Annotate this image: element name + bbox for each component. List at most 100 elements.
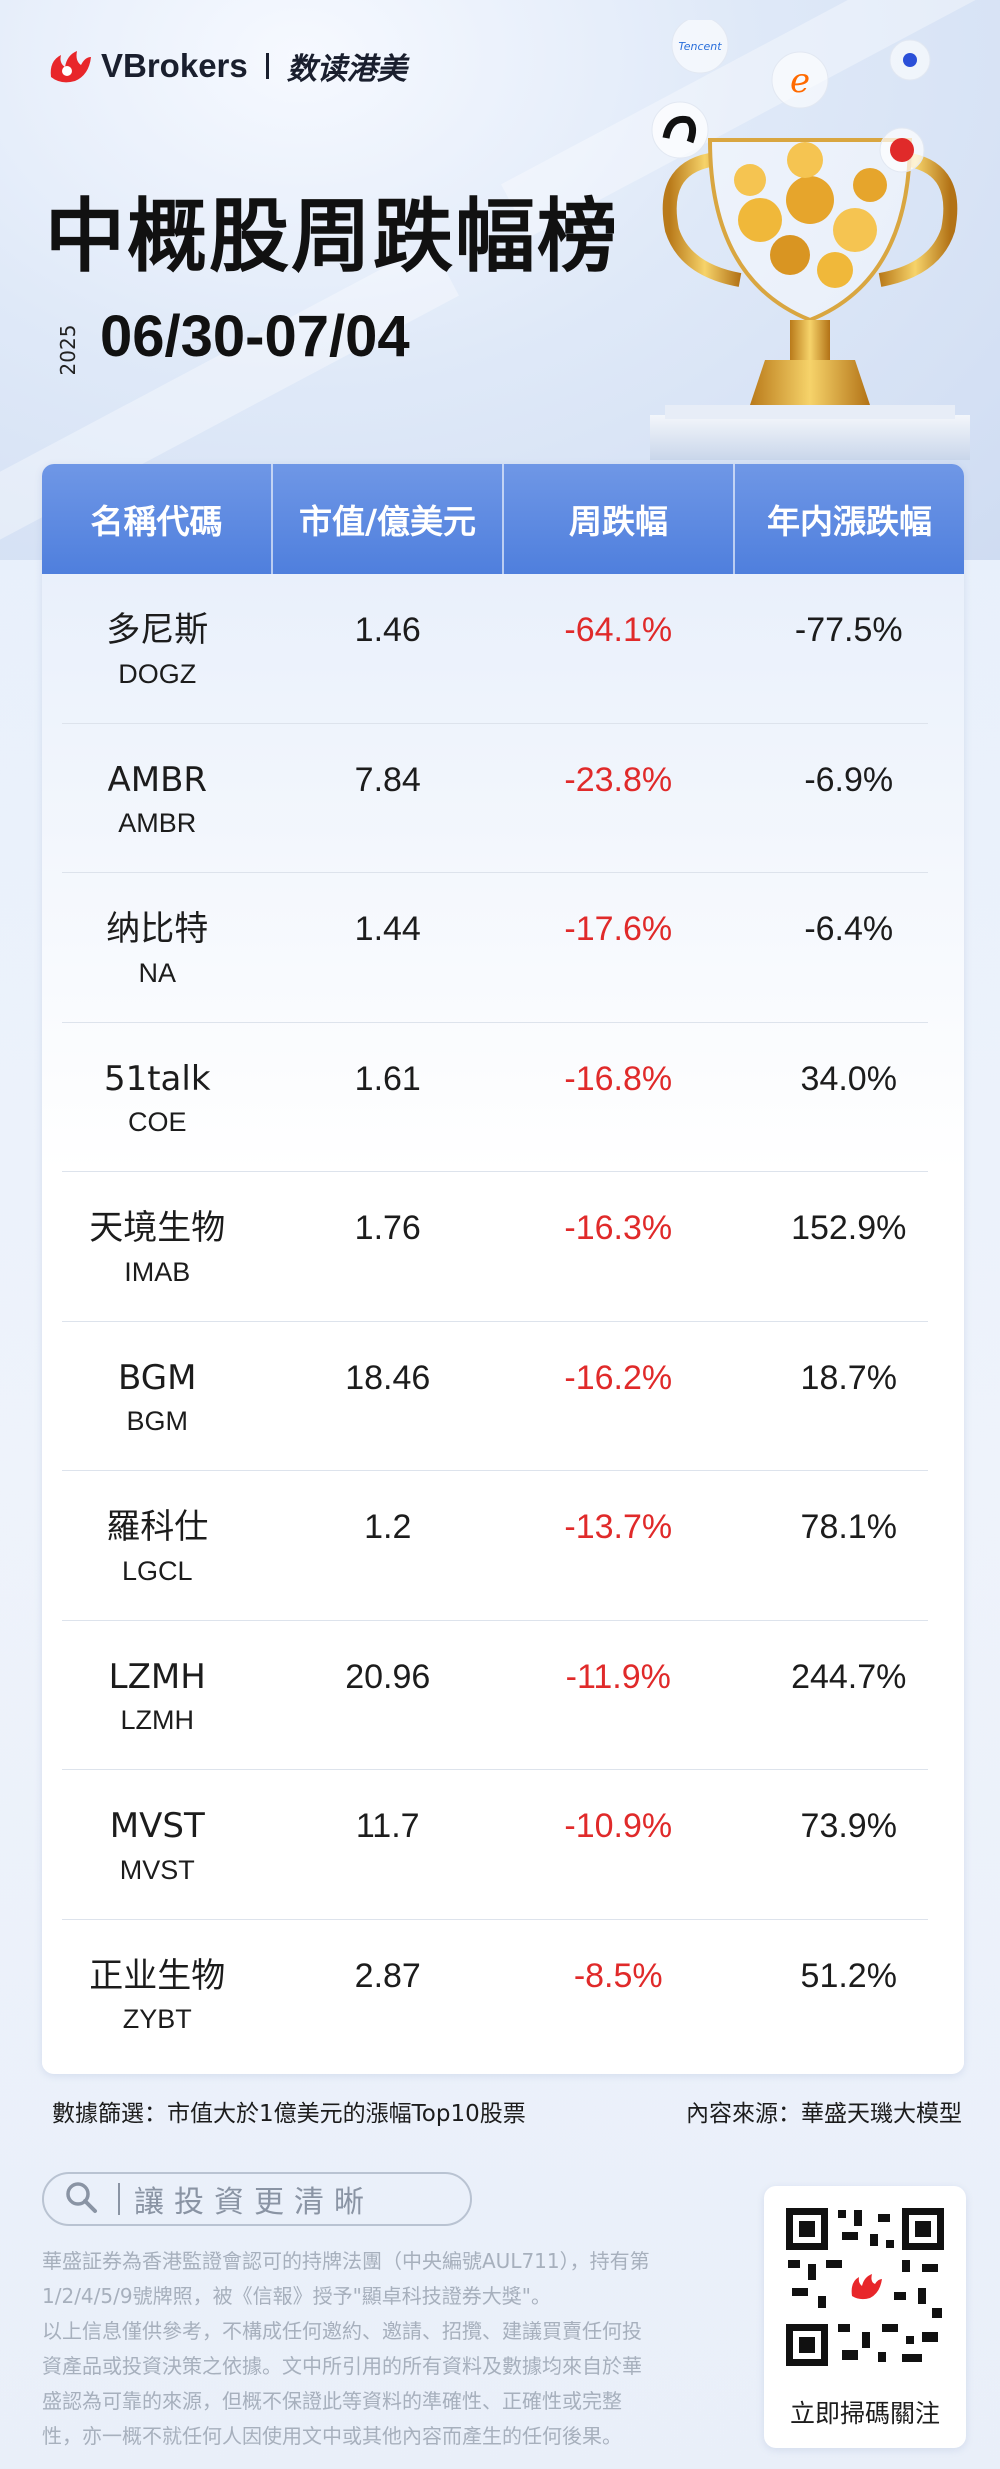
table-body: 多尼斯 DOGZ 1.46 -64.1% -77.5% AMBR AMBR 7.…: [42, 574, 964, 2069]
ytd-change-cell: 73.9%: [734, 1770, 965, 1920]
week-change-value: -16.8%: [564, 1059, 673, 1098]
week-change-cell: -64.1%: [503, 574, 734, 724]
brand-name: VBrokers: [101, 47, 248, 84]
table-row: BGM BGM 18.46 -16.2% 18.7%: [42, 1322, 964, 1472]
ytd-change-cell: -6.9%: [734, 724, 965, 874]
ytd-change-cell: -77.5%: [734, 574, 965, 724]
stock-code: BGM: [126, 1406, 188, 1437]
ytd-change-value: -6.4%: [804, 910, 894, 948]
week-change-value: -16.3%: [564, 1209, 673, 1247]
stock-code: ZYBT: [122, 2004, 192, 2035]
market-cap-value: 1.44: [354, 910, 421, 948]
ytd-change-value: 34.0%: [800, 1059, 897, 1098]
filter-note: 數據篩選：市值大於1億美元的漲幅Top10股票: [52, 2101, 526, 2127]
stock-name: 多尼斯: [106, 610, 209, 650]
ytd-change-value: -77.5%: [794, 611, 903, 649]
disclaimer-line: 華盛証券為香港監證會認可的持牌法團（中央編號AUL711），持有第: [42, 2249, 650, 2273]
header-name-code: 名稱代碼: [42, 464, 273, 574]
source-note: 內容來源：華盛天璣大模型: [686, 2101, 962, 2127]
week-change-cell: -16.8%: [503, 1023, 734, 1173]
page-title: 中概股周跌幅榜: [45, 190, 619, 283]
market-cap-cell: 1.44: [273, 873, 504, 1023]
stock-code: IMAB: [124, 1256, 191, 1287]
stock-code: MVST: [119, 1854, 195, 1885]
ytd-change-value: 73.9%: [800, 1807, 897, 1845]
ytd-change-value: 18.7%: [800, 1358, 897, 1397]
stock-name: 51talk: [103, 1058, 211, 1099]
alibaba-logo-text: e: [790, 61, 810, 101]
market-cap-cell: 1.76: [273, 1172, 504, 1322]
search-bar[interactable]: 讓投資更清晰: [42, 2172, 472, 2226]
ytd-change-value: 152.9%: [791, 1209, 907, 1247]
week-change-value: -17.6%: [564, 910, 673, 948]
trophy-illustration: Tencent e: [640, 16, 980, 460]
market-cap-value: 2.87: [354, 1956, 421, 1995]
stock-name: 纳比特: [106, 909, 209, 949]
stock-name: BGM: [118, 1357, 197, 1398]
week-change-value: -10.9%: [564, 1807, 673, 1845]
stock-code: COE: [127, 1107, 187, 1138]
week-change-cell: -16.2%: [503, 1322, 734, 1472]
week-change-cell: -8.5%: [503, 1920, 734, 2070]
market-cap-value: 1.46: [354, 611, 421, 649]
name-code-cell: 天境生物 IMAB: [42, 1172, 273, 1322]
tencent-logo-text: Tencent: [678, 40, 722, 53]
ytd-change-cell: 152.9%: [734, 1172, 965, 1322]
table-row: LZMH LZMH 20.96 -11.9% 244.7%: [42, 1621, 964, 1771]
table-row: 多尼斯 DOGZ 1.46 -64.1% -77.5%: [42, 574, 964, 724]
market-cap-value: 11.7: [355, 1807, 420, 1845]
table-row: 纳比特 NA 1.44 -17.6% -6.4%: [42, 873, 964, 1023]
market-cap-value: 20.96: [345, 1657, 431, 1696]
stock-code: NA: [138, 957, 176, 988]
stock-name: AMBR: [107, 759, 208, 800]
year-label: 2025: [56, 324, 80, 376]
name-code-cell: 正业生物 ZYBT: [42, 1920, 273, 2070]
ytd-change-cell: 18.7%: [734, 1322, 965, 1472]
stock-code: DOGZ: [118, 658, 197, 689]
week-change-value: -11.9%: [565, 1657, 671, 1696]
table-row: 51talk COE 1.61 -16.8% 34.0%: [42, 1023, 964, 1173]
brand-logo: VBrokers 数读港美: [45, 44, 407, 88]
search-slogan: 讓投資更清晰: [134, 2185, 374, 2220]
ytd-change-value: -6.9%: [804, 760, 894, 799]
week-change-cell: -10.9%: [503, 1770, 734, 1920]
week-change-cell: -23.8%: [503, 724, 734, 874]
brand-logo-icon: [45, 47, 93, 85]
stock-name: 天境生物: [89, 1208, 226, 1248]
qr-code-card[interactable]: 立即掃碼關注: [764, 2186, 966, 2448]
qr-code: [782, 2204, 948, 2370]
market-cap-value: 7.84: [354, 760, 421, 799]
stock-code: AMBR: [118, 808, 197, 839]
ytd-change-value: 78.1%: [800, 1508, 897, 1546]
ytd-change-cell: 244.7%: [734, 1621, 965, 1771]
week-change-value: -23.8%: [564, 760, 673, 799]
name-code-cell: 51talk COE: [42, 1023, 273, 1173]
stock-code: LGCL: [121, 1555, 193, 1586]
name-code-cell: MVST MVST: [42, 1770, 273, 1920]
name-code-cell: 多尼斯 DOGZ: [42, 574, 273, 724]
name-code-cell: 纳比特 NA: [42, 873, 273, 1023]
stock-name: MVST: [109, 1806, 205, 1846]
ytd-change-value: 244.7%: [791, 1657, 907, 1696]
market-cap-value: 1.2: [364, 1508, 412, 1546]
table-row: AMBR AMBR 7.84 -23.8% -6.9%: [42, 724, 964, 874]
stock-name: 正业生物: [89, 1955, 226, 1996]
market-cap-cell: 18.46: [273, 1322, 504, 1472]
disclaimer-line: 盛認為可靠的來源，但概不保證此等資料的準確性、正確性或完整: [42, 2389, 622, 2413]
week-change-value: -64.1%: [564, 611, 673, 649]
ytd-change-cell: -6.4%: [734, 873, 965, 1023]
name-code-cell: 羅科仕 LGCL: [42, 1471, 273, 1621]
market-cap-value: 1.76: [354, 1209, 421, 1247]
name-code-cell: BGM BGM: [42, 1322, 273, 1472]
week-change-cell: -13.7%: [503, 1471, 734, 1621]
brand-separator: [265, 53, 269, 79]
disclaimer-line: 以上信息僅供參考，不構成任何邀約、邀請、招攬、建議買賣任何投: [42, 2319, 642, 2343]
market-cap-cell: 1.61: [273, 1023, 504, 1173]
table-row: 正业生物 ZYBT 2.87 -8.5% 51.2%: [42, 1920, 964, 2070]
qr-label: 立即掃碼關注: [789, 2399, 940, 2428]
week-change-cell: -17.6%: [503, 873, 734, 1023]
table-row: 天境生物 IMAB 1.76 -16.3% 152.9%: [42, 1172, 964, 1322]
disclaimer-line: 1/2/4/5/9號牌照，被《信報》授予"顯卓科技證券大獎"。: [42, 2284, 551, 2308]
market-cap-cell: 11.7: [273, 1770, 504, 1920]
search-separator: [118, 2183, 120, 2215]
